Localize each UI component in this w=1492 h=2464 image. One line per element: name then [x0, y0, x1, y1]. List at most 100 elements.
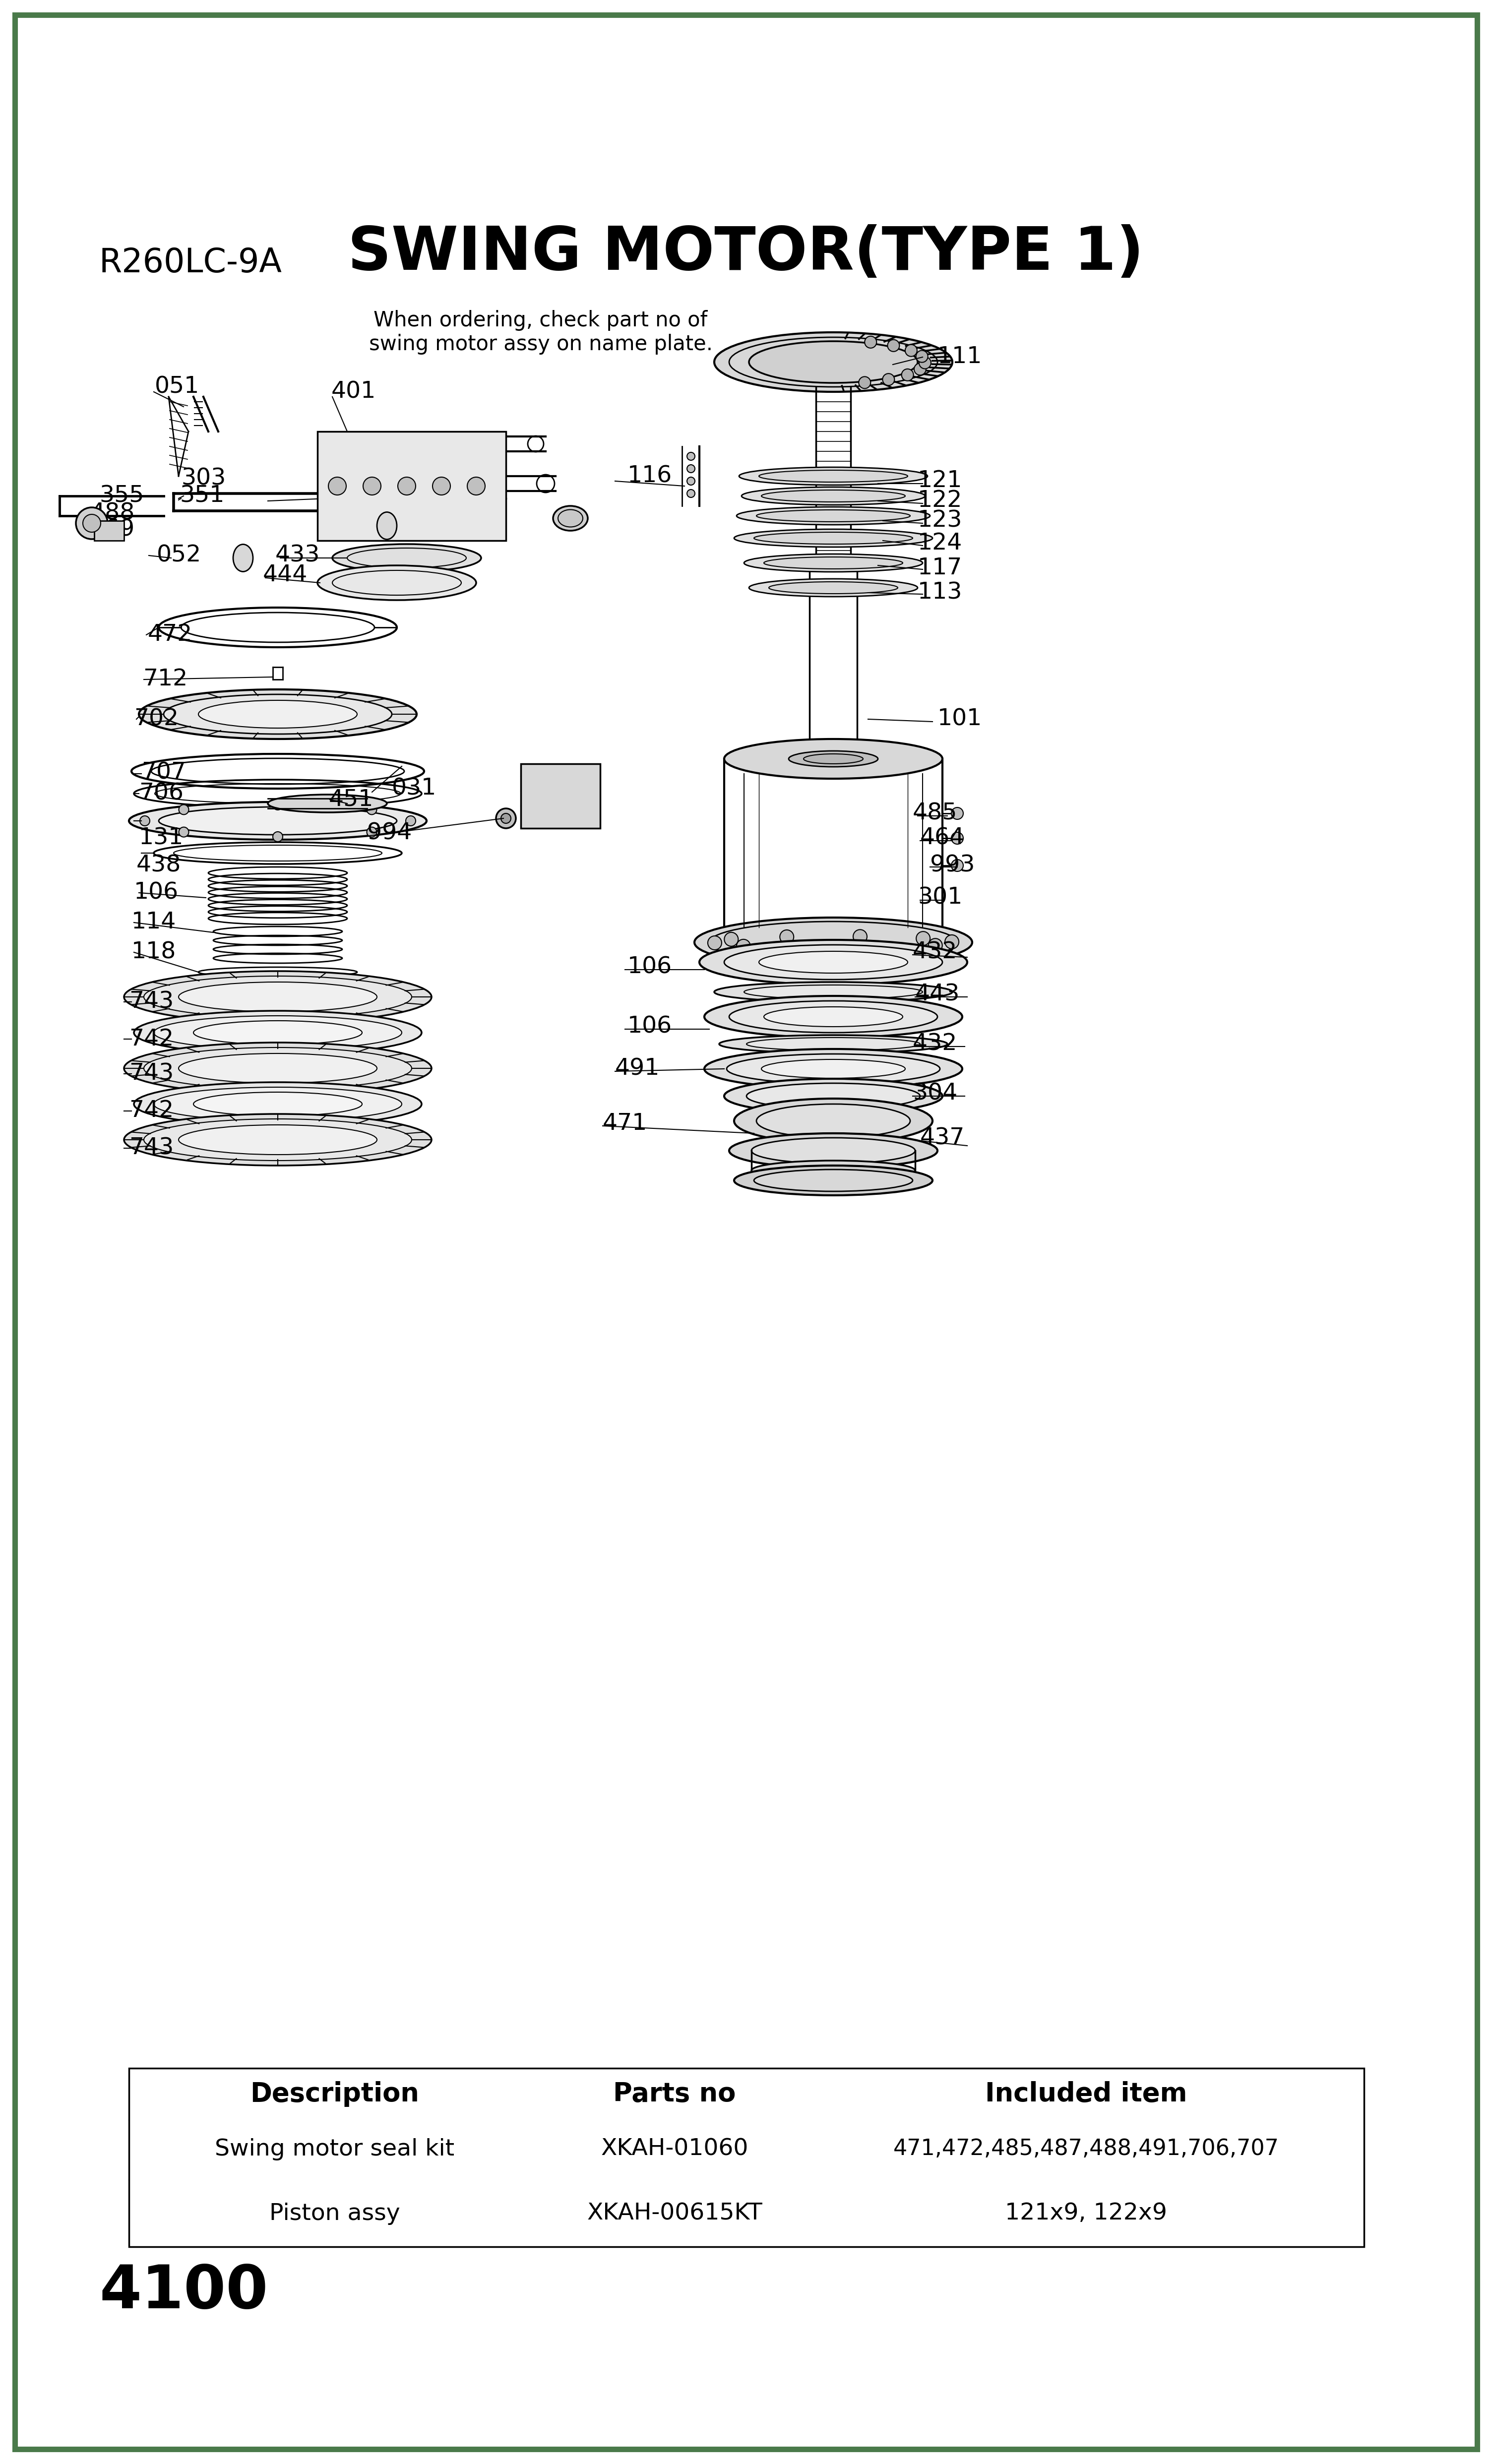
Ellipse shape: [134, 1010, 422, 1055]
Circle shape: [915, 362, 927, 375]
Ellipse shape: [124, 1114, 431, 1165]
Ellipse shape: [700, 939, 967, 986]
Ellipse shape: [694, 917, 973, 968]
Text: 116: 116: [628, 466, 673, 488]
Ellipse shape: [734, 1165, 932, 1195]
Ellipse shape: [737, 508, 930, 525]
Ellipse shape: [745, 986, 922, 998]
Ellipse shape: [745, 554, 922, 572]
Text: 469: 469: [392, 436, 437, 458]
Ellipse shape: [318, 564, 476, 601]
Text: 121: 121: [918, 471, 962, 493]
Text: 702: 702: [134, 707, 179, 729]
Ellipse shape: [179, 983, 377, 1013]
Text: Description: Description: [251, 2082, 419, 2107]
Text: Parts no: Parts no: [613, 2082, 736, 2107]
Text: 052: 052: [157, 545, 201, 567]
Text: 994: 994: [367, 823, 412, 845]
Text: 101: 101: [937, 707, 982, 729]
Text: 122: 122: [918, 490, 962, 513]
Ellipse shape: [143, 1047, 412, 1089]
Circle shape: [952, 833, 964, 845]
Text: 487: 487: [348, 453, 392, 476]
Ellipse shape: [753, 1170, 913, 1190]
Text: 471: 471: [603, 1111, 648, 1133]
Text: 355: 355: [348, 488, 392, 510]
Text: 742: 742: [128, 1027, 173, 1050]
Ellipse shape: [333, 569, 461, 596]
Ellipse shape: [164, 695, 392, 734]
Text: 742: 742: [128, 1099, 173, 1121]
Text: 4100: 4100: [98, 2262, 269, 2321]
Circle shape: [406, 816, 416, 825]
Bar: [128, 2067, 1364, 2247]
Ellipse shape: [739, 468, 928, 485]
Text: 438: 438: [136, 855, 181, 877]
Text: 432: 432: [913, 941, 958, 963]
Text: 485: 485: [913, 803, 958, 825]
Ellipse shape: [194, 1020, 363, 1045]
Text: 706: 706: [139, 784, 184, 806]
Text: 472: 472: [148, 623, 192, 646]
Ellipse shape: [804, 754, 862, 764]
Circle shape: [737, 939, 750, 954]
Text: 707: 707: [142, 761, 186, 784]
Text: 118: 118: [131, 941, 176, 963]
Circle shape: [952, 808, 964, 821]
Text: 121x9, 122x9: 121x9, 122x9: [1006, 2203, 1167, 2225]
Ellipse shape: [139, 690, 416, 739]
Ellipse shape: [742, 488, 925, 505]
Text: 351: 351: [327, 488, 372, 510]
Ellipse shape: [753, 532, 913, 545]
Circle shape: [919, 357, 931, 370]
Circle shape: [686, 490, 695, 498]
Circle shape: [140, 816, 149, 825]
Circle shape: [179, 828, 188, 838]
Text: 303: 303: [181, 468, 225, 490]
Text: 113: 113: [918, 582, 962, 604]
Ellipse shape: [179, 1055, 377, 1084]
Circle shape: [916, 350, 928, 362]
Circle shape: [944, 934, 959, 949]
Circle shape: [888, 340, 900, 352]
Circle shape: [84, 515, 100, 532]
Ellipse shape: [269, 793, 386, 813]
Ellipse shape: [719, 1035, 947, 1052]
Ellipse shape: [730, 338, 937, 387]
Text: 114: 114: [131, 912, 176, 934]
Text: 031: 031: [392, 779, 437, 801]
Text: 743: 743: [128, 1136, 173, 1161]
Ellipse shape: [749, 340, 918, 382]
Ellipse shape: [348, 547, 466, 567]
Circle shape: [928, 939, 943, 954]
Ellipse shape: [724, 1079, 943, 1114]
Ellipse shape: [746, 1037, 921, 1050]
Ellipse shape: [752, 1161, 915, 1180]
Ellipse shape: [715, 983, 952, 1003]
Ellipse shape: [715, 333, 952, 392]
Circle shape: [906, 345, 918, 357]
Text: 488: 488: [91, 503, 136, 525]
Ellipse shape: [128, 801, 427, 840]
Ellipse shape: [746, 1084, 921, 1109]
Text: 488: 488: [361, 471, 406, 493]
Text: 052: 052: [367, 515, 412, 537]
Text: 437: 437: [921, 1126, 965, 1148]
Text: 444: 444: [263, 564, 307, 586]
Ellipse shape: [377, 513, 397, 540]
Ellipse shape: [752, 1138, 915, 1163]
Circle shape: [916, 931, 930, 946]
Bar: [318, 431, 506, 540]
Ellipse shape: [709, 922, 958, 963]
Text: SWING MOTOR(TYPE 1): SWING MOTOR(TYPE 1): [348, 224, 1144, 281]
Text: 491: 491: [615, 1057, 659, 1079]
Circle shape: [865, 335, 877, 347]
Text: 712: 712: [143, 668, 188, 690]
Ellipse shape: [764, 1008, 903, 1027]
Ellipse shape: [761, 1060, 906, 1079]
Text: R260LC-9A: R260LC-9A: [98, 246, 282, 278]
Circle shape: [883, 375, 895, 384]
Text: 743: 743: [128, 991, 173, 1013]
Ellipse shape: [724, 944, 943, 981]
Ellipse shape: [124, 971, 431, 1023]
